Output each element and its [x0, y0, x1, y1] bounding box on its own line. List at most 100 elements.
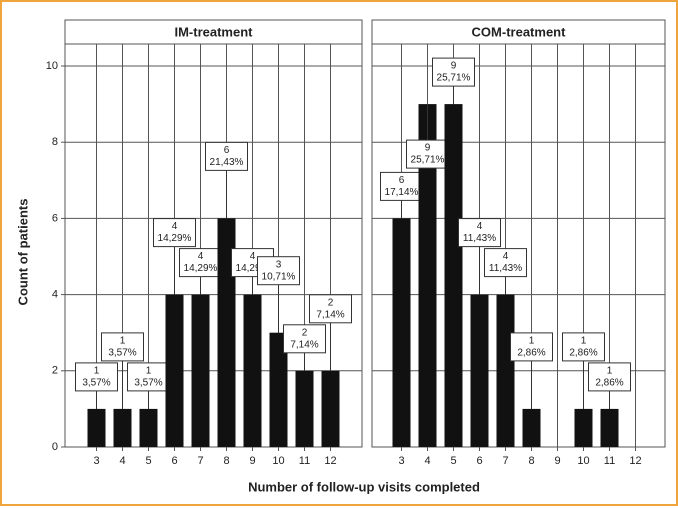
- percent-label: 10,71%: [262, 271, 296, 282]
- bar: [574, 408, 593, 447]
- count-label: 1: [607, 366, 613, 377]
- y-tick-label: 10: [46, 60, 58, 72]
- bar: [295, 370, 314, 447]
- x-tick-label: 9: [554, 455, 560, 467]
- label-box: [588, 362, 631, 392]
- percent-label: 25,71%: [411, 155, 445, 166]
- bar: [113, 408, 132, 447]
- label-box: [406, 139, 449, 169]
- y-tick-label: 6: [52, 212, 58, 224]
- x-tick-label: 7: [502, 455, 508, 467]
- x-tick-label: 7: [197, 455, 203, 467]
- label-box: [127, 362, 170, 392]
- percent-label: 3,57%: [134, 378, 162, 389]
- percent-label: 2,86%: [595, 378, 623, 389]
- label-box: [205, 141, 248, 171]
- percent-label: 7,14%: [316, 309, 344, 320]
- x-tick-label: 8: [223, 455, 229, 467]
- label-box: [153, 218, 196, 248]
- percent-label: 2,86%: [517, 348, 545, 359]
- x-tick-label: 6: [171, 455, 177, 467]
- percent-label: 2,86%: [569, 348, 597, 359]
- count-label: 3: [276, 259, 282, 270]
- x-tick-label: 4: [119, 455, 125, 467]
- x-tick-label: 12: [629, 455, 641, 467]
- count-label: 4: [172, 221, 178, 232]
- y-tick-label: 0: [52, 441, 58, 453]
- x-tick-label: 10: [272, 455, 284, 467]
- percent-label: 14,29%: [158, 233, 192, 244]
- bar: [269, 332, 288, 447]
- bar: [321, 370, 340, 447]
- y-axis-label: Count of patients: [15, 199, 30, 306]
- x-axis-label: Number of follow-up visits completed: [248, 479, 480, 494]
- x-tick-label: 12: [324, 455, 336, 467]
- count-label: 2: [328, 297, 334, 308]
- label-box: [510, 332, 553, 362]
- panel-header: [371, 19, 666, 45]
- count-label: 9: [425, 143, 431, 154]
- label-box: [75, 362, 118, 392]
- bar: [470, 294, 489, 447]
- label-box: [309, 294, 352, 324]
- label-box: [432, 57, 475, 87]
- label-box: [380, 171, 423, 201]
- label-box: [283, 324, 326, 354]
- bar: [165, 294, 184, 447]
- label-box: [101, 332, 144, 362]
- bar: [243, 294, 262, 447]
- percent-label: 7,14%: [290, 339, 318, 350]
- label-box: [562, 332, 605, 362]
- count-label: 1: [529, 336, 535, 347]
- panel-header: [64, 19, 363, 45]
- percent-label: 14,29%: [184, 263, 218, 274]
- x-tick-label: 5: [450, 455, 456, 467]
- count-label: 4: [503, 251, 509, 262]
- x-tick-label: 5: [145, 455, 151, 467]
- bar: [392, 218, 411, 447]
- bar: [191, 294, 210, 447]
- percent-label: 11,43%: [489, 263, 522, 274]
- count-label: 4: [198, 251, 204, 262]
- x-tick-label: 4: [424, 455, 430, 467]
- count-label: 1: [120, 336, 126, 347]
- x-tick-label: 9: [249, 455, 255, 467]
- bar: [600, 408, 619, 447]
- panel-title: COM-treatment: [472, 24, 567, 39]
- x-tick-label: 11: [299, 455, 310, 467]
- count-label: 6: [399, 175, 405, 186]
- bar: [87, 408, 106, 447]
- y-tick-label: 4: [52, 289, 58, 301]
- count-label: 2: [302, 327, 308, 338]
- count-label: 6: [224, 145, 230, 156]
- label-box: [257, 256, 300, 286]
- percent-label: 21,43%: [210, 157, 244, 168]
- percent-label: 3,57%: [108, 348, 136, 359]
- panel-title: IM-treatment: [174, 24, 253, 39]
- count-label: 4: [477, 221, 483, 232]
- x-tick-label: 6: [476, 455, 482, 467]
- x-tick-label: 3: [93, 455, 99, 467]
- x-tick-label: 3: [398, 455, 404, 467]
- x-tick-label: 10: [577, 455, 589, 467]
- percent-label: 17,14%: [385, 187, 419, 198]
- count-label: 1: [581, 336, 587, 347]
- bar: [444, 104, 463, 447]
- label-box: [484, 248, 527, 278]
- bar: [418, 104, 437, 447]
- label-box: [458, 218, 501, 248]
- y-tick-label: 8: [52, 136, 58, 148]
- percent-label: 3,57%: [82, 378, 110, 389]
- count-label: 4: [250, 251, 256, 262]
- percent-label: 14,29%: [236, 263, 270, 274]
- percent-label: 11,43%: [463, 233, 496, 244]
- bar: [139, 408, 158, 447]
- bar: [522, 408, 541, 447]
- label-box: [179, 248, 222, 278]
- bar: [496, 294, 515, 447]
- count-label: 9: [451, 61, 457, 72]
- x-tick-label: 11: [604, 455, 615, 467]
- count-label: 1: [94, 366, 100, 377]
